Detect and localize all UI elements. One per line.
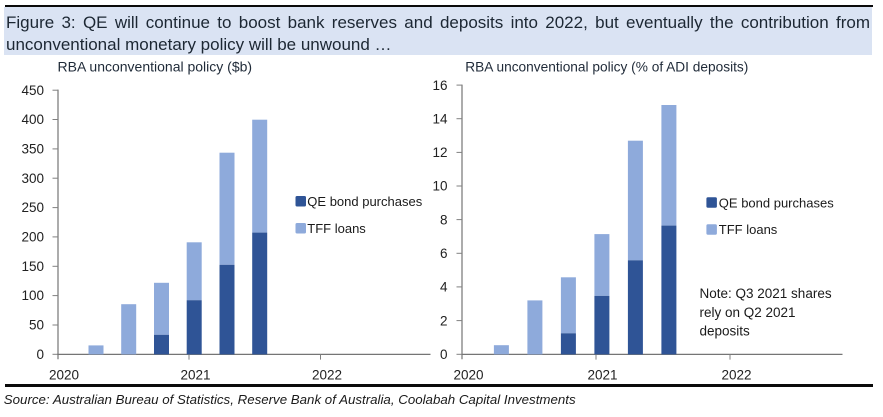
svg-text:2: 2 — [440, 313, 448, 328]
svg-text:2020: 2020 — [453, 367, 483, 382]
svg-text:deposits: deposits — [700, 324, 751, 339]
svg-text:QE bond purchases: QE bond purchases — [307, 194, 422, 209]
svg-text:400: 400 — [21, 112, 44, 127]
svg-text:6: 6 — [440, 246, 448, 261]
svg-text:RBA unconventional policy ($b): RBA unconventional policy ($b) — [58, 59, 253, 75]
svg-text:12: 12 — [432, 145, 447, 160]
svg-text:100: 100 — [21, 288, 44, 303]
svg-text:RBA unconventional policy (% o: RBA unconventional policy (% of ADI depo… — [465, 60, 748, 75]
svg-text:2021: 2021 — [587, 367, 617, 382]
svg-text:150: 150 — [21, 259, 44, 274]
svg-text:QE bond purchases: QE bond purchases — [719, 195, 834, 210]
svg-text:TFF loans: TFF loans — [719, 222, 778, 237]
svg-text:2020: 2020 — [49, 367, 79, 382]
svg-text:2021: 2021 — [180, 367, 210, 382]
svg-text:2022: 2022 — [721, 367, 751, 382]
svg-text:0: 0 — [440, 347, 448, 362]
svg-text:8: 8 — [440, 212, 448, 227]
svg-text:350: 350 — [21, 142, 44, 157]
svg-text:2022: 2022 — [312, 367, 342, 382]
svg-text:14: 14 — [432, 111, 448, 126]
svg-text:rely on Q2 2021: rely on Q2 2021 — [700, 305, 796, 320]
svg-text:250: 250 — [21, 200, 44, 215]
svg-text:450: 450 — [21, 83, 44, 98]
svg-text:Note: Q3 2021 shares: Note: Q3 2021 shares — [700, 286, 832, 301]
svg-text:0: 0 — [36, 347, 44, 362]
svg-text:16: 16 — [432, 78, 447, 93]
svg-text:300: 300 — [21, 171, 44, 186]
svg-text:50: 50 — [29, 318, 44, 333]
svg-text:TFF loans: TFF loans — [307, 221, 366, 236]
svg-text:10: 10 — [432, 179, 447, 194]
svg-text:4: 4 — [440, 280, 448, 295]
svg-text:200: 200 — [21, 230, 44, 245]
